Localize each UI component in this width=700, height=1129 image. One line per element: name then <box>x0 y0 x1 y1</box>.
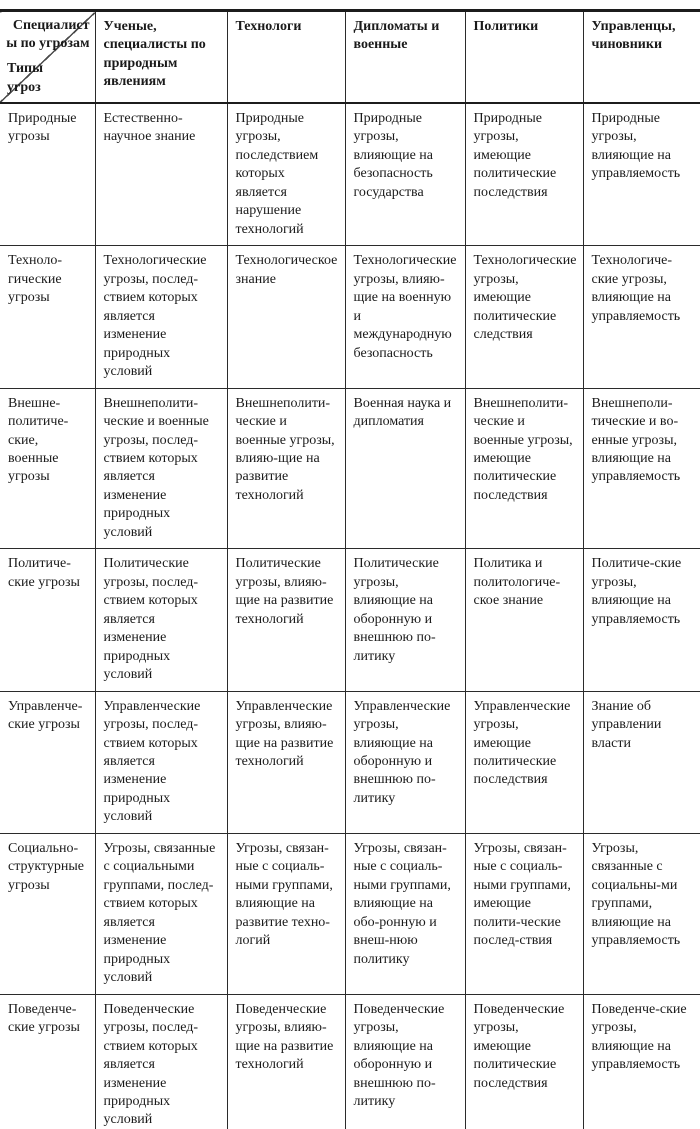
table-row: Политиче-ские угрозы Политические угрозы… <box>0 548 700 692</box>
column-header-technologists: Технологи <box>226 10 345 103</box>
table-cell: Военная наука и дипломатия <box>344 387 465 549</box>
row-label: Техноло-гические угрозы <box>0 245 95 389</box>
corner-label-threat-types: Типы угроз <box>7 61 44 95</box>
table-cell: Технологические угрозы, имеющие политиче… <box>464 245 583 389</box>
table-cell: Угрозы, связан-ные с социаль-ными группа… <box>464 832 583 995</box>
table-cell: Технологиче-ские угрозы, влияющие на упр… <box>582 245 700 389</box>
table-cell: Внешнеполити-ческие и военные угрозы, вл… <box>226 387 345 549</box>
table-cell: Управленческие угрозы, влияю-щие на разв… <box>226 690 345 834</box>
table-row: Социально-структурные угрозы Угрозы, свя… <box>0 832 700 995</box>
table-row: Управленче-ские угрозы Управленческие уг… <box>0 690 700 834</box>
table-cell: Политика и политологиче-ское знание <box>464 548 583 692</box>
row-label: Политиче-ские угрозы <box>0 548 95 692</box>
table-cell: Внешнеполити-ческие и военные угрозы, по… <box>94 387 227 549</box>
corner-cell: Специалисты по угрозам Типы угроз <box>0 10 95 103</box>
table-cell: Поведенческие угрозы, влияющие на оборон… <box>344 993 465 1129</box>
table-row: Внешне-политиче-ские, военные угрозы Вне… <box>0 387 700 549</box>
table-body: Природные угрозы Естественно-научное зна… <box>0 102 700 1129</box>
table-cell: Политические угрозы, влияю-щие на развит… <box>226 548 345 692</box>
table-cell: Управленческие угрозы, имеющие политичес… <box>464 690 583 834</box>
table-cell: Управленческие угрозы, послед-ствием кот… <box>94 690 227 834</box>
table-cell: Политические угрозы, влияющие на оборонн… <box>344 548 465 692</box>
table-cell: Политические угрозы, послед-ствием котор… <box>94 548 227 692</box>
header-row: Специалисты по угрозам Типы угроз Ученые… <box>0 10 700 103</box>
table-cell: Внешнеполити-ческие и военные угрозы, им… <box>464 387 583 549</box>
table-cell: Внешнеполи-тические и во-енные угрозы, в… <box>582 387 700 549</box>
table-cell: Естественно-научное знание <box>94 102 227 246</box>
column-header-managers-officials: Управленцы, чиновники <box>582 10 700 103</box>
column-header-politicians: Политики <box>464 10 583 103</box>
table-cell: Управленческие угрозы, влияющие на оборо… <box>344 690 465 834</box>
table-cell: Угрозы, связанные с социальными группами… <box>94 832 227 995</box>
table-row: Техноло-гические угрозы Технологические … <box>0 245 700 389</box>
table-cell: Технологические угрозы, послед-ствием ко… <box>94 245 227 389</box>
row-label: Управленче-ские угрозы <box>0 690 95 834</box>
table-cell: Поведенческие угрозы, влияю-щие на разви… <box>226 993 345 1129</box>
table-cell: Знание об управлении власти <box>582 690 700 834</box>
table-row: Природные угрозы Естественно-научное зна… <box>0 102 700 246</box>
column-header-diplomats-military: Дипломаты и военные <box>344 10 465 103</box>
table-cell: Поведенческие угрозы, послед-ствием кото… <box>94 993 227 1129</box>
table-cell: Технологическое знание <box>226 245 345 389</box>
table-cell: Природные угрозы, влияющие на управляемо… <box>582 102 700 246</box>
threats-specialists-matrix-table: Специалисты по угрозам Типы угроз Ученые… <box>0 9 700 1129</box>
table-cell: Угрозы, связанные с социальны-ми группам… <box>582 832 700 995</box>
table-header: Специалисты по угрозам Типы угроз Ученые… <box>0 10 700 103</box>
row-label: Природные угрозы <box>0 102 95 246</box>
corner-label-specialists: Специалисты по угрозам <box>6 18 90 52</box>
row-label: Поведенче-ские угрозы <box>0 993 95 1129</box>
table-cell: Угрозы, связан-ные с социаль-ными группа… <box>344 832 465 995</box>
table-cell: Поведенческие угрозы, имеющие политическ… <box>464 993 583 1129</box>
table-cell: Поведенче-ские угрозы, влияющие на управ… <box>582 993 700 1129</box>
row-label: Внешне-политиче-ские, военные угрозы <box>0 387 95 549</box>
table-row: Поведенче-ские угрозы Поведенческие угро… <box>0 993 700 1129</box>
row-label: Социально-структурные угрозы <box>0 832 95 995</box>
column-header-scientists: Ученые, специалисты по природным явления… <box>94 10 227 103</box>
table-cell: Природные угрозы, имеющие политические п… <box>464 102 583 246</box>
table-cell: Природные угрозы, последствием которых я… <box>226 102 345 246</box>
table-cell: Угрозы, связан-ные с социаль-ными группа… <box>226 832 345 995</box>
table-cell: Технологические угрозы, влияю-щие на вое… <box>344 245 465 389</box>
table-cell: Политиче-ские угрозы, влияющие на управл… <box>582 548 700 692</box>
table-cell: Природные угрозы, влияющие на безопаснос… <box>344 102 465 246</box>
